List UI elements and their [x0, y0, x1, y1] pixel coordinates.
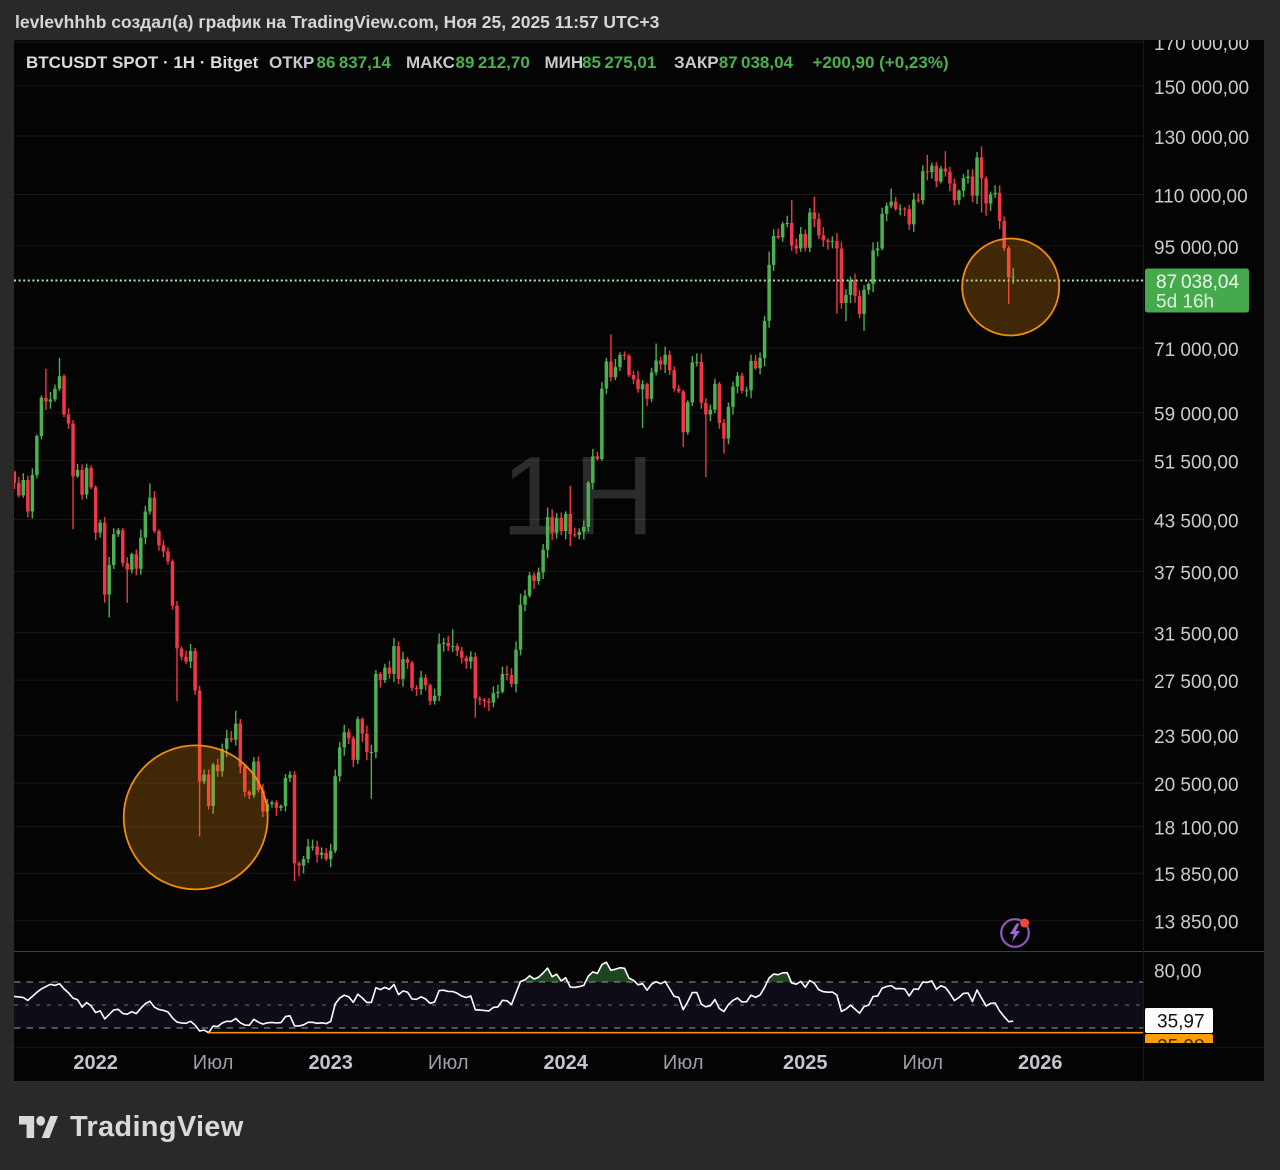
svg-text:20 500,00: 20 500,00 [1154, 775, 1239, 796]
svg-text:170 000,00: 170 000,00 [1154, 34, 1249, 55]
svg-text:150 000,00: 150 000,00 [1154, 78, 1249, 99]
svg-text:МАКС: МАКС [406, 53, 455, 72]
svg-text:37 500,00: 37 500,00 [1154, 564, 1239, 585]
svg-text:Июл: Июл [663, 1052, 704, 1074]
svg-text:ЗАКР: ЗАКР [674, 53, 719, 72]
svg-text:Июл: Июл [193, 1052, 234, 1074]
svg-text:15 850,00: 15 850,00 [1154, 865, 1239, 886]
svg-text:Июл: Июл [428, 1052, 469, 1074]
svg-text:ОТКР: ОТКР [269, 53, 314, 72]
svg-text:25,98: 25,98 [1157, 1037, 1205, 1058]
svg-text:levlevhhhb создал(а) график на: levlevhhhb создал(а) график на TradingVi… [15, 12, 660, 32]
svg-text:МИН: МИН [545, 53, 584, 72]
svg-text:87 038,04: 87 038,04 [1156, 272, 1239, 293]
svg-text:130 000,00: 130 000,00 [1154, 128, 1249, 149]
svg-text:35,97: 35,97 [1157, 1012, 1205, 1033]
svg-text:18 100,00: 18 100,00 [1154, 819, 1239, 840]
svg-text:TradingView: TradingView [70, 1111, 244, 1143]
svg-text:31 500,00: 31 500,00 [1154, 625, 1239, 646]
svg-text:2024: 2024 [543, 1052, 588, 1074]
svg-text:59 000,00: 59 000,00 [1154, 405, 1239, 426]
svg-text:2022: 2022 [73, 1052, 118, 1074]
svg-text:71 000,00: 71 000,00 [1154, 340, 1239, 361]
svg-text:5d 16h: 5d 16h [1156, 292, 1214, 313]
svg-text:23 500,00: 23 500,00 [1154, 727, 1239, 748]
svg-text:Июл: Июл [902, 1052, 943, 1074]
svg-text:80,00: 80,00 [1154, 962, 1202, 983]
svg-text:1H: 1H [501, 434, 664, 559]
svg-text:2025: 2025 [783, 1052, 828, 1074]
svg-text:85 275,01: 85 275,01 [582, 53, 656, 72]
svg-text:43 500,00: 43 500,00 [1154, 512, 1239, 533]
svg-text:2026: 2026 [1018, 1052, 1063, 1074]
svg-text:95 000,00: 95 000,00 [1154, 238, 1239, 259]
svg-text:+200,90 (+0,23%): +200,90 (+0,23%) [813, 53, 949, 72]
svg-text:89 212,70: 89 212,70 [456, 53, 530, 72]
svg-text:13 850,00: 13 850,00 [1154, 912, 1239, 933]
svg-text:87 038,04: 87 038,04 [719, 53, 794, 72]
svg-text:27 500,00: 27 500,00 [1154, 672, 1239, 693]
svg-text:51 500,00: 51 500,00 [1154, 452, 1239, 473]
svg-text:BTCUSDT SPOT · 1H · Bitget: BTCUSDT SPOT · 1H · Bitget [26, 53, 259, 72]
svg-text:2023: 2023 [308, 1052, 353, 1074]
svg-text:86 837,14: 86 837,14 [317, 53, 392, 72]
svg-text:110 000,00: 110 000,00 [1154, 187, 1248, 208]
